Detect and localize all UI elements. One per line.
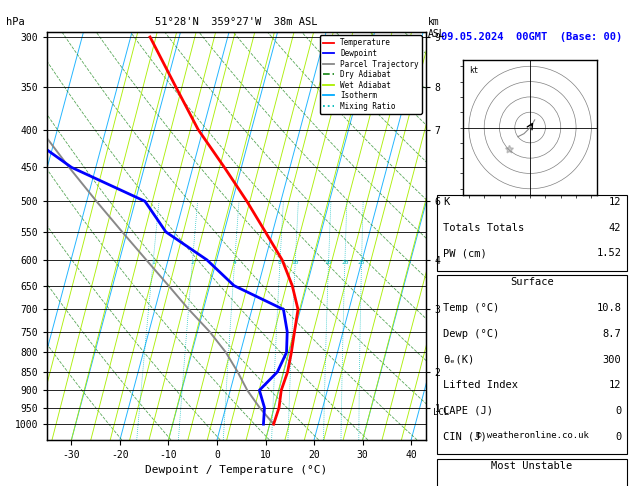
Text: 300: 300 [603,354,621,364]
Text: 10: 10 [291,260,299,265]
Text: CAPE (J): CAPE (J) [443,406,493,416]
Text: θₑ(K): θₑ(K) [443,354,474,364]
Text: hPa: hPa [6,17,25,27]
Text: 16: 16 [325,260,332,265]
Legend: Temperature, Dewpoint, Parcel Trajectory, Dry Adiabat, Wet Adiabat, Isotherm, Mi: Temperature, Dewpoint, Parcel Trajectory… [320,35,422,114]
Text: 4: 4 [233,260,237,265]
Bar [437,459,627,486]
Bar [437,275,627,454]
Text: 20: 20 [341,260,348,265]
Text: CIN (J): CIN (J) [443,432,487,442]
Text: 51°28'N  359°27'W  38m ASL: 51°28'N 359°27'W 38m ASL [155,17,318,27]
Text: 25: 25 [358,260,365,265]
Text: K: K [443,197,449,207]
Text: kt: kt [469,66,478,75]
Text: 42: 42 [609,223,621,233]
Text: 8: 8 [278,260,282,265]
Text: Lifted Index: Lifted Index [443,380,518,390]
Text: 0: 0 [615,406,621,416]
Text: 0: 0 [615,432,621,442]
Text: 1.52: 1.52 [596,248,621,259]
Text: Dewp (°C): Dewp (°C) [443,329,499,339]
Text: 8.7: 8.7 [603,329,621,339]
Text: 1: 1 [151,260,155,265]
Text: Most Unstable: Most Unstable [491,461,572,470]
Text: Temp (°C): Temp (°C) [443,303,499,313]
Text: km
ASL: km ASL [428,17,446,38]
Bar [437,195,627,271]
Text: Surface: Surface [510,278,554,287]
Text: 12: 12 [609,380,621,390]
Text: 10.8: 10.8 [596,303,621,313]
X-axis label: Dewpoint / Temperature (°C): Dewpoint / Temperature (°C) [145,465,328,475]
Text: PW (cm): PW (cm) [443,248,487,259]
Text: LCL: LCL [433,408,448,417]
Text: 2: 2 [190,260,194,265]
Text: 09.05.2024  00GMT  (Base: 00): 09.05.2024 00GMT (Base: 00) [442,32,623,42]
Text: 12: 12 [609,197,621,207]
Text: Totals Totals: Totals Totals [443,223,524,233]
Text: © weatheronline.co.uk: © weatheronline.co.uk [476,431,589,440]
